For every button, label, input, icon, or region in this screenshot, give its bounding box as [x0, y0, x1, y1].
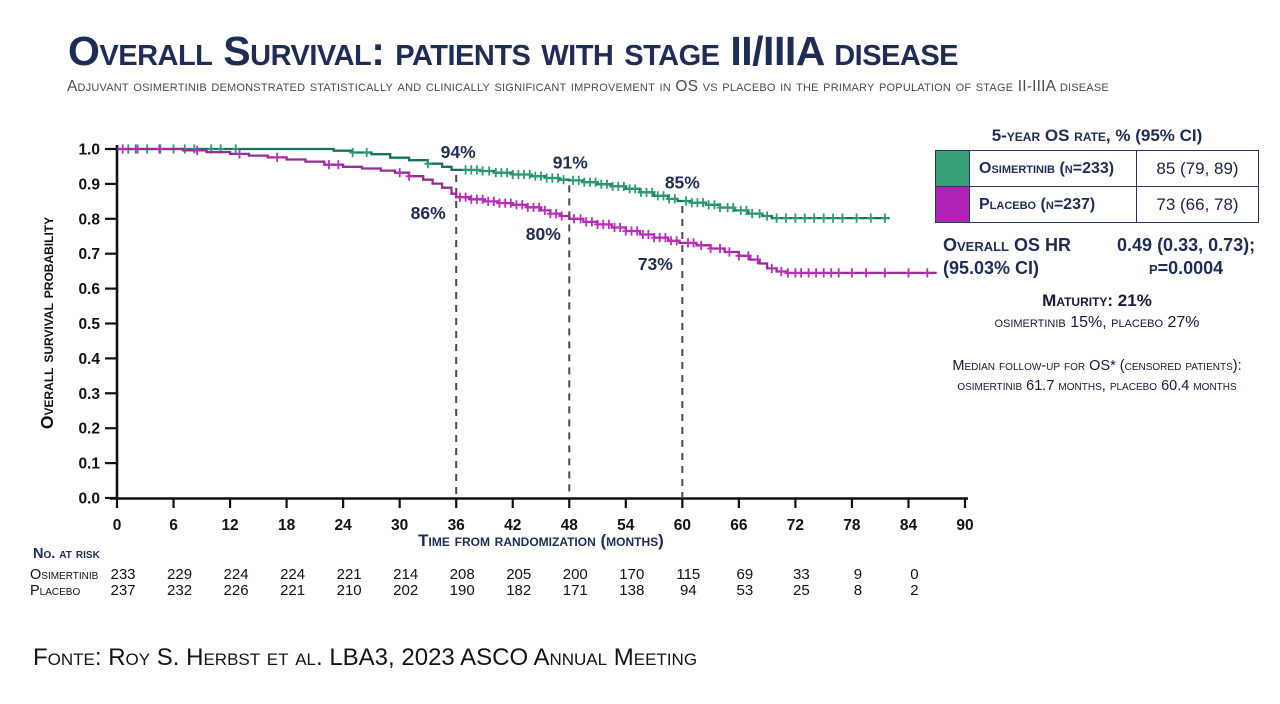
y-tick-label: 0.1 — [78, 456, 100, 473]
followup-line2: osimertinib 61.7 months, placebo 60.4 mo… — [957, 378, 1237, 394]
x-tick-label: 42 — [504, 517, 521, 534]
y-axis-title: Overall survival probability — [37, 217, 57, 429]
at-risk-title: No. at risk — [33, 546, 101, 562]
x-tick-label: 84 — [900, 517, 918, 534]
at-risk-value: 190 — [450, 582, 475, 599]
legend-header: 5-year OS rate, % (95% CI) — [991, 126, 1203, 145]
placebo-rate-annotation: 86% — [411, 203, 446, 223]
maturity-line1: Maturity: 21% — [1042, 291, 1152, 310]
legend-value-osimertinib: 85 (79, 89) — [1136, 150, 1259, 187]
at-risk-value: 2 — [910, 582, 918, 599]
at-risk-value: 69 — [737, 566, 754, 583]
at-risk-value: 8 — [854, 582, 862, 599]
at-risk-value: 214 — [393, 566, 418, 583]
hazard-ratio-value: 0.49 (0.33, 0.73); p=0.0004 — [1113, 234, 1259, 279]
x-tick-label: 6 — [169, 517, 178, 534]
x-tick-label: 90 — [956, 517, 973, 534]
x-tick-label: 66 — [730, 517, 748, 534]
page-subtitle: Adjuvant osimertinib demonstrated statis… — [67, 78, 1109, 95]
placebo-rate-annotation: 73% — [638, 254, 673, 274]
placebo-rate-annotation: 80% — [526, 224, 561, 244]
at-risk-value: 171 — [563, 582, 588, 599]
x-tick-label: 0 — [113, 517, 122, 534]
x-tick-label: 30 — [391, 517, 408, 534]
at-risk-value: 224 — [280, 566, 305, 583]
x-tick-label: 12 — [221, 517, 238, 534]
y-tick-label: 0.3 — [78, 386, 100, 403]
x-axis-title: Time from randomization (months) — [418, 531, 664, 550]
placebo-curve — [117, 147, 937, 275]
legend-row-osimertinib: Osimertinib (n=233) 85 (79, 89) — [935, 150, 1259, 187]
x-tick-label: 60 — [674, 517, 691, 534]
at-risk-value: 208 — [450, 566, 475, 583]
source-citation: Fonte: Roy S. Herbst et al. LBA3, 2023 A… — [33, 644, 698, 671]
osimertinib-curve — [117, 147, 890, 220]
osimertinib-rate-annotation: 94% — [441, 142, 476, 162]
km-survival-chart: 0 6 12 18 24 30 36 42 48 54 60 66 72 78 84 900.00.10.20… — [30, 142, 974, 600]
at-risk-value: 221 — [280, 582, 305, 599]
at-risk-value: 232 — [167, 582, 192, 599]
at-risk-value: 138 — [619, 582, 644, 599]
stats-panel: 5-year OS rate, % (95% CI) Osimertinib (… — [935, 126, 1259, 394]
y-tick-label: 1.0 — [78, 142, 100, 159]
y-tick-label: 0.4 — [78, 351, 100, 368]
at-risk-value: 233 — [110, 566, 135, 583]
hr-value-line1: 0.49 (0.33, 0.73); — [1117, 235, 1256, 255]
at-risk-value: 25 — [793, 582, 810, 599]
p-value: p=0.0004 — [1148, 257, 1224, 278]
at-risk-value: 9 — [854, 566, 862, 583]
x-tick-label: 54 — [617, 517, 635, 534]
at-risk-value: 202 — [393, 582, 418, 599]
legend-table: Osimertinib (n=233) 85 (79, 89) Placebo … — [935, 150, 1259, 223]
at-risk-row-label: Osimertinib — [30, 567, 99, 583]
at-risk-value: 205 — [506, 566, 531, 583]
y-tick-label: 0.8 — [78, 211, 100, 228]
x-tick-label: 24 — [335, 517, 353, 534]
x-tick-label: 72 — [787, 517, 804, 534]
osimertinib-rate-annotation: 91% — [553, 152, 588, 172]
x-tick-label: 48 — [561, 517, 579, 534]
placebo-swatch — [936, 187, 969, 222]
at-risk-value: 94 — [680, 582, 697, 599]
y-tick-label: 0.2 — [78, 421, 100, 438]
x-tick-label: 36 — [448, 517, 466, 534]
legend-row-placebo: Placebo (n=237) 73 (66, 78) — [935, 186, 1259, 223]
osimertinib-swatch — [936, 151, 969, 186]
y-tick-label: 0.5 — [78, 316, 100, 333]
y-tick-label: 0.0 — [78, 491, 100, 508]
osimertinib-censor-marks — [124, 144, 889, 223]
at-risk-value: 115 — [676, 566, 700, 583]
at-risk-value: 229 — [167, 566, 192, 583]
y-tick-label: 0.6 — [78, 281, 100, 298]
at-risk-row-label: Placebo — [30, 583, 80, 599]
placebo-censor-marks — [119, 144, 931, 278]
hazard-ratio-label: Overall OS HR (95.03% CI) — [935, 234, 1113, 279]
y-tick-label: 0.9 — [78, 176, 100, 193]
followup-line1: Median follow-up for OS* (censored patie… — [952, 358, 1242, 374]
hazard-ratio-block: Overall OS HR (95.03% CI) 0.49 (0.33, 0.… — [935, 234, 1259, 279]
legend-label-placebo: Placebo (n=237) — [969, 186, 1137, 223]
at-risk-value: 170 — [619, 566, 644, 583]
hr-label-line2: (95.03% CI) — [943, 257, 1040, 278]
x-tick-label: 78 — [843, 517, 861, 534]
at-risk-value: 0 — [910, 566, 918, 583]
at-risk-value: 210 — [337, 582, 362, 599]
y-tick-label: 0.7 — [78, 246, 100, 263]
at-risk-value: 224 — [224, 566, 249, 583]
at-risk-value: 53 — [737, 582, 754, 599]
at-risk-value: 221 — [337, 566, 362, 583]
hr-label-line1: Overall OS HR — [943, 235, 1072, 255]
at-risk-value: 200 — [563, 566, 588, 583]
at-risk-value: 237 — [110, 582, 135, 599]
at-risk-value: 33 — [793, 566, 810, 583]
legend-label-osimertinib: Osimertinib (n=233) — [969, 150, 1137, 187]
at-risk-value: 182 — [506, 582, 531, 599]
at-risk-value: 226 — [224, 582, 249, 599]
legend-value-placebo: 73 (66, 78) — [1136, 186, 1259, 223]
x-tick-label: 18 — [278, 517, 296, 534]
maturity-line2: osimertinib 15%, placebo 27% — [994, 314, 1200, 331]
page-title: Overall Survival: patients with stage II… — [68, 28, 959, 74]
osimertinib-rate-annotation: 85% — [665, 172, 700, 192]
